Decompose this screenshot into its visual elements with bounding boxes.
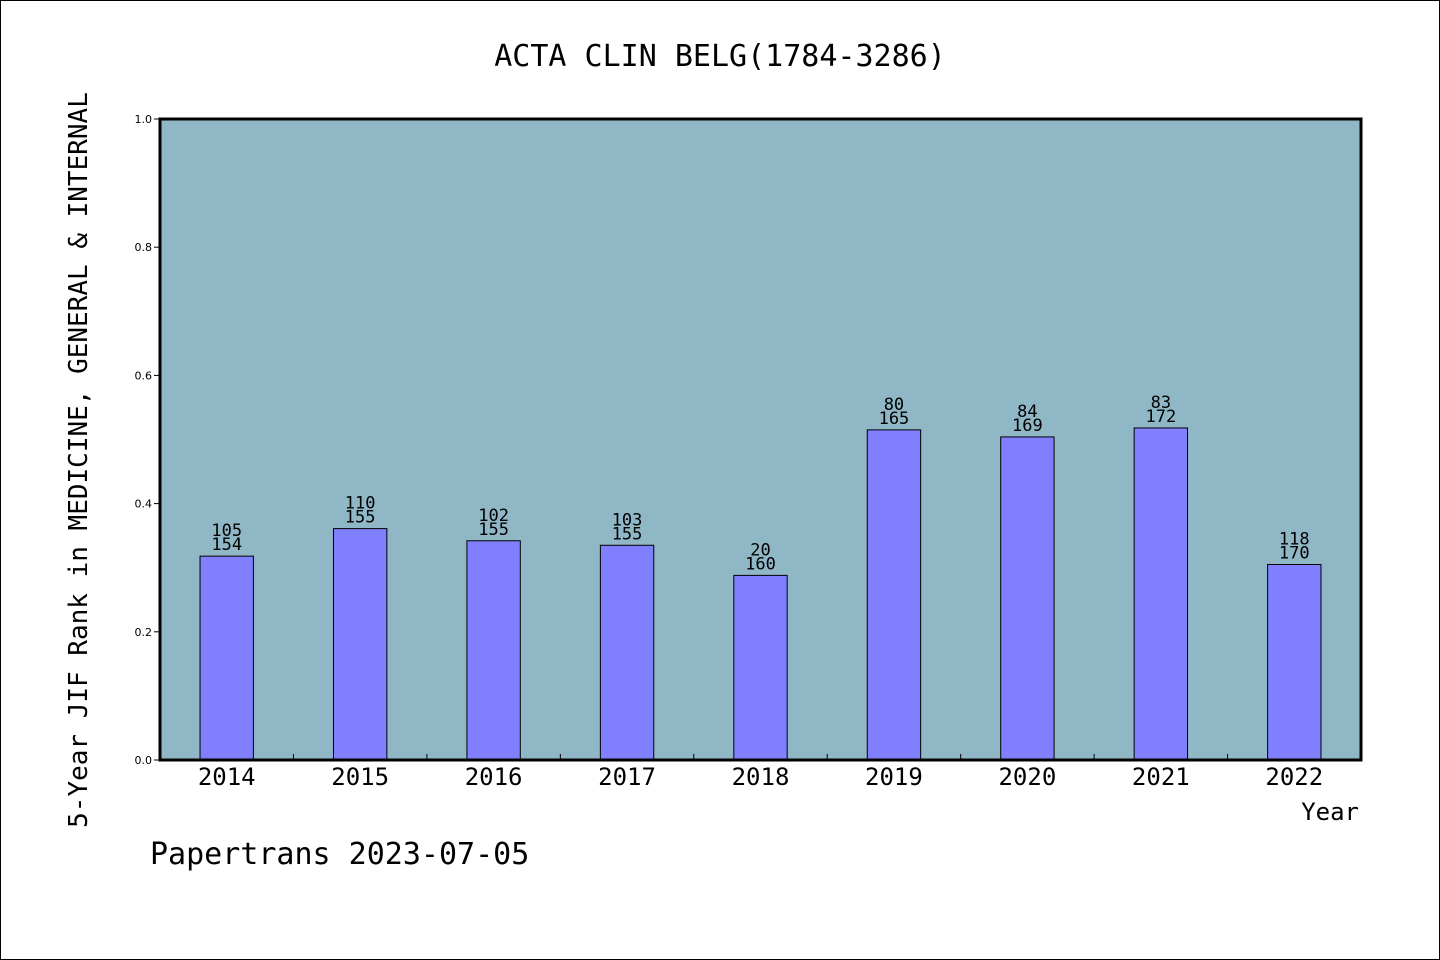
data-label-total: 170	[1279, 543, 1310, 563]
y-axis-label: 5-Year JIF Rank in MEDICINE, GENERAL & I…	[64, 92, 94, 828]
data-label-total: 155	[478, 520, 509, 540]
data-label-total: 155	[612, 524, 643, 544]
x-tick-label: 2018	[732, 763, 790, 791]
bar-2015	[332, 528, 388, 761]
bar-2014	[199, 555, 254, 761]
x-tick-label: 2017	[598, 763, 656, 791]
data-label-rank: 102	[478, 506, 509, 526]
data-label-rank: 105	[211, 521, 242, 541]
y-tick-label: 1.0	[135, 113, 153, 126]
bar-2018	[733, 574, 788, 761]
y-tick-label: 0.6	[135, 369, 153, 382]
data-label-total: 154	[211, 535, 242, 555]
bar-2017	[599, 544, 655, 761]
data-label-rank: 103	[612, 510, 643, 530]
data-label-rank: 83	[1151, 393, 1171, 413]
data-label-rank: 84	[1017, 402, 1037, 422]
data-label-rank: 118	[1279, 529, 1310, 549]
bar-2022	[1267, 563, 1322, 761]
data-label-total: 160	[745, 554, 776, 574]
data-label-rank: 80	[884, 395, 904, 415]
x-tick-label: 2019	[865, 763, 923, 791]
y-tick-label: 0.2	[135, 626, 153, 639]
data-label-total: 165	[879, 409, 910, 429]
chart-title: ACTA CLIN BELG(1784-3286)	[494, 39, 946, 74]
y-tick-label: 0.8	[135, 241, 153, 254]
bar-2016	[466, 540, 521, 761]
x-tick-label: 2014	[198, 763, 256, 791]
x-tick-label: 2022	[1265, 763, 1323, 791]
x-tick-label: 2015	[331, 763, 389, 791]
x-axis-label: Year	[1301, 798, 1359, 826]
data-label-total: 172	[1145, 407, 1176, 427]
bar-2021	[1133, 427, 1189, 761]
data-label-total: 155	[345, 508, 376, 528]
data-label-rank: 110	[345, 494, 376, 514]
x-tick-label: 2021	[1132, 763, 1190, 791]
footer-watermark: Papertrans 2023-07-05	[150, 837, 529, 872]
bar-2020	[1000, 436, 1055, 761]
x-tick-label: 2020	[998, 763, 1056, 791]
x-tick-label: 2016	[465, 763, 523, 791]
y-tick-label: 0.0	[135, 754, 153, 767]
data-label-total: 169	[1012, 416, 1043, 436]
y-tick-label: 0.4	[135, 498, 153, 511]
data-label-rank: 20	[750, 540, 770, 560]
bar-2019	[866, 429, 922, 761]
plot-border	[158, 117, 1363, 762]
